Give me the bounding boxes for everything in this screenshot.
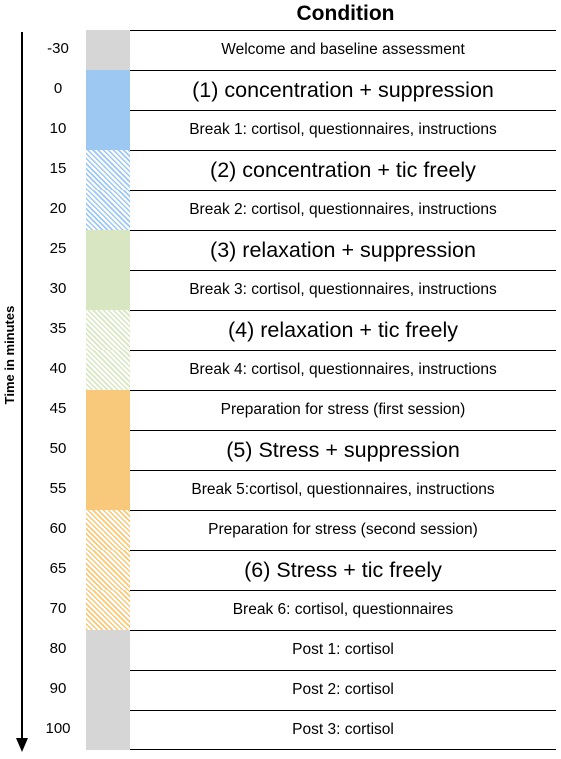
phase-color-swatch — [86, 30, 130, 70]
condition-header: Condition — [296, 2, 395, 25]
condition-label: Break 3: cortisol, questionnaires, instr… — [130, 270, 556, 310]
schedule-row: 65 (6) Stress + tic freely — [0, 550, 561, 590]
phase-color-swatch — [86, 590, 130, 630]
schedule-row: 20 Break 2: cortisol, questionnaires, ins… — [0, 190, 561, 230]
phase-color-swatch — [86, 230, 130, 270]
condition-label: Welcome and baseline assessment — [130, 30, 556, 70]
condition-label: Post 2: cortisol — [130, 670, 556, 710]
schedule-row: 50 (5) Stress + suppression — [0, 430, 561, 470]
time-axis — [12, 30, 32, 754]
condition-label: Break 5:cortisol, questionnaires, instru… — [130, 470, 556, 510]
time-label: 65 — [49, 560, 67, 577]
condition-label: Break 2: cortisol, questionnaires, instr… — [130, 190, 556, 230]
phase-color-swatch — [86, 270, 130, 310]
time-label: 55 — [49, 480, 67, 497]
condition-label: (6) Stress + tic freely — [130, 550, 556, 590]
time-label: 50 — [49, 440, 67, 457]
time-label: 45 — [49, 400, 67, 417]
time-arrow-icon — [16, 32, 28, 752]
schedule-row: 35 (4) relaxation + tic freely — [0, 310, 561, 350]
time-label: 90 — [49, 680, 67, 697]
time-label: 70 — [49, 600, 67, 617]
schedule-row: 0 (1) concentration + suppression — [0, 70, 561, 110]
condition-label: (3) relaxation + suppression — [130, 230, 556, 270]
schedule-row: 60 Preparation for stress (second session… — [0, 510, 561, 550]
schedule-row: 15 (2) concentration + tic freely — [0, 150, 561, 190]
time-label: 25 — [49, 240, 67, 257]
phase-color-swatch — [86, 390, 130, 430]
time-label: 60 — [49, 520, 67, 537]
time-label: 80 — [49, 640, 67, 657]
schedule-row: 100 Post 3: cortisol — [0, 710, 561, 750]
phase-color-swatch — [86, 470, 130, 510]
phase-color-swatch — [86, 150, 130, 190]
phase-color-swatch — [86, 550, 130, 590]
phase-color-swatch — [86, 190, 130, 230]
time-label: 100 — [45, 720, 71, 737]
phase-color-swatch — [86, 670, 130, 710]
condition-label: (2) concentration + tic freely — [130, 150, 556, 190]
time-label: -30 — [47, 40, 69, 57]
time-label: 40 — [49, 360, 67, 377]
phase-color-swatch — [86, 430, 130, 470]
time-label: 30 — [49, 280, 67, 297]
phase-color-swatch — [86, 110, 130, 150]
time-label: 0 — [53, 80, 63, 97]
schedule-row: 40 Break 4: cortisol, questionnaires, ins… — [0, 350, 561, 390]
phase-color-swatch — [86, 310, 130, 350]
schedule-row: 90 Post 2: cortisol — [0, 670, 561, 710]
time-label: 10 — [49, 120, 67, 137]
schedule-row: 25 (3) relaxation + suppression — [0, 230, 561, 270]
time-label: 15 — [49, 160, 67, 177]
time-label: 20 — [49, 200, 67, 217]
phase-color-swatch — [86, 70, 130, 110]
schedule-row: 10 Break 1: cortisol, questionnaires, ins… — [0, 110, 561, 150]
schedule-row: 70 Break 6: cortisol, questionnaires — [0, 590, 561, 630]
condition-label: Post 1: cortisol — [130, 630, 556, 670]
schedule-row: 55 Break 5:cortisol, questionnaires, inst… — [0, 470, 561, 510]
condition-label: Break 6: cortisol, questionnaires — [130, 590, 556, 630]
schedule-row: -30 Welcome and baseline assessment — [0, 30, 561, 70]
time-label: 35 — [49, 320, 67, 337]
condition-label: Break 4: cortisol, questionnaires, instr… — [130, 350, 556, 390]
condition-label: Preparation for stress (first session) — [130, 390, 556, 430]
condition-label: Break 1: cortisol, questionnaires, instr… — [130, 110, 556, 150]
schedule-row: 80 Post 1: cortisol — [0, 630, 561, 670]
phase-color-swatch — [86, 510, 130, 550]
condition-label: (1) concentration + suppression — [130, 70, 556, 110]
phase-color-swatch — [86, 350, 130, 390]
phase-color-swatch — [86, 630, 130, 670]
condition-label: Post 3: cortisol — [130, 710, 556, 750]
phase-color-swatch — [86, 710, 130, 750]
condition-label: (5) Stress + suppression — [130, 430, 556, 470]
condition-label: Preparation for stress (second session) — [130, 510, 556, 550]
schedule-row: 30 Break 3: cortisol, questionnaires, ins… — [0, 270, 561, 310]
schedule-row: 45 Preparation for stress (first session) — [0, 390, 561, 430]
condition-label: (4) relaxation + tic freely — [130, 310, 556, 350]
